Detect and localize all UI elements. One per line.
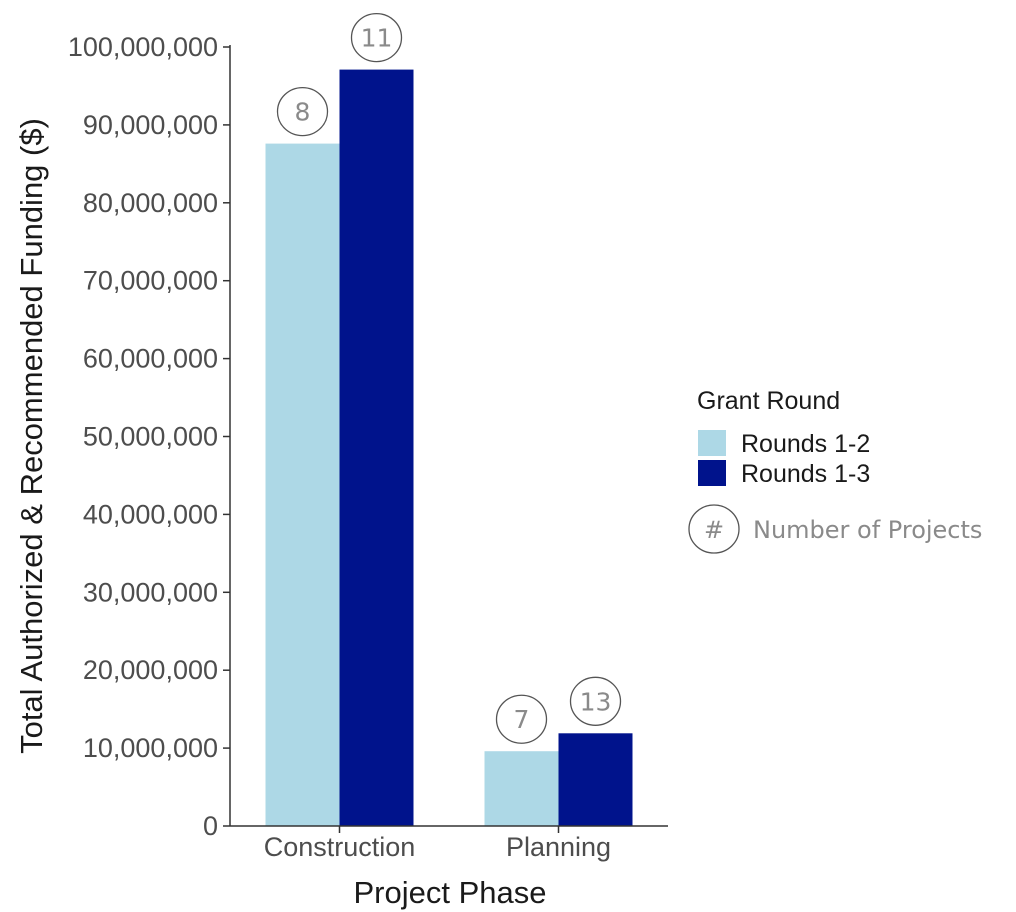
count-label-construction-rounds-1-3: 11 [361, 24, 393, 53]
y-tick-label: 20,000,000 [83, 655, 218, 685]
bar-construction-rounds-1-2 [265, 143, 340, 826]
legend: Grant Round Rounds 1-2 Rounds 1-3 # Numb… [688, 387, 982, 554]
bar-planning-rounds-1-3 [558, 733, 633, 826]
legend-label-rounds-1-3: Rounds 1-3 [741, 460, 870, 488]
y-tick-label: 60,000,000 [83, 344, 218, 374]
count-circle-construction-rounds-1-2 [276, 86, 329, 137]
y-tick-label: 10,000,000 [83, 733, 218, 763]
y-tick-label: 0 [203, 811, 218, 841]
legend-swatch-rounds-1-3 [698, 460, 726, 486]
y-axis-title: Total Authorized & Recommended Funding (… [14, 118, 49, 754]
bar-planning-rounds-1-2 [484, 751, 559, 826]
count-label-planning-rounds-1-3: 13 [580, 687, 612, 716]
x-axis-title: Project Phase [354, 875, 547, 910]
legend-swatch-rounds-1-2 [698, 430, 726, 456]
y-tick-label: 40,000,000 [83, 499, 218, 529]
y-axis-ticks: 0 10,000,000 20,000,000 30,000,000 40,000,00… [68, 32, 230, 841]
y-tick-label: 90,000,000 [83, 110, 218, 140]
bars [265, 69, 633, 826]
legend-count-circle [688, 504, 740, 554]
legend-label-rounds-1-2: Rounds 1-2 [741, 430, 870, 458]
y-tick-label: 70,000,000 [83, 266, 218, 296]
legend-count-symbol: # [704, 516, 724, 544]
bar-construction-rounds-1-3 [339, 69, 414, 826]
count-circle-construction-rounds-1-3 [350, 12, 403, 63]
project-count-labels: 8 11 7 13 [276, 12, 622, 744]
legend-count-label: Number of Projects [753, 516, 982, 544]
x-axis-ticks: Construction Planning [264, 826, 611, 862]
count-label-planning-rounds-1-2: 7 [514, 705, 530, 734]
count-circle-planning-rounds-1-3 [569, 676, 622, 726]
y-tick-label: 50,000,000 [83, 422, 218, 452]
x-tick-label-construction: Construction [264, 832, 416, 862]
y-tick-label: 80,000,000 [83, 188, 218, 218]
legend-title: Grant Round [697, 387, 840, 415]
y-tick-label: 30,000,000 [83, 577, 218, 607]
y-tick-label: 100,000,000 [68, 32, 218, 62]
x-tick-label-planning: Planning [506, 832, 611, 862]
count-circle-planning-rounds-1-2 [495, 694, 548, 744]
count-label-construction-rounds-1-2: 8 [295, 98, 311, 127]
